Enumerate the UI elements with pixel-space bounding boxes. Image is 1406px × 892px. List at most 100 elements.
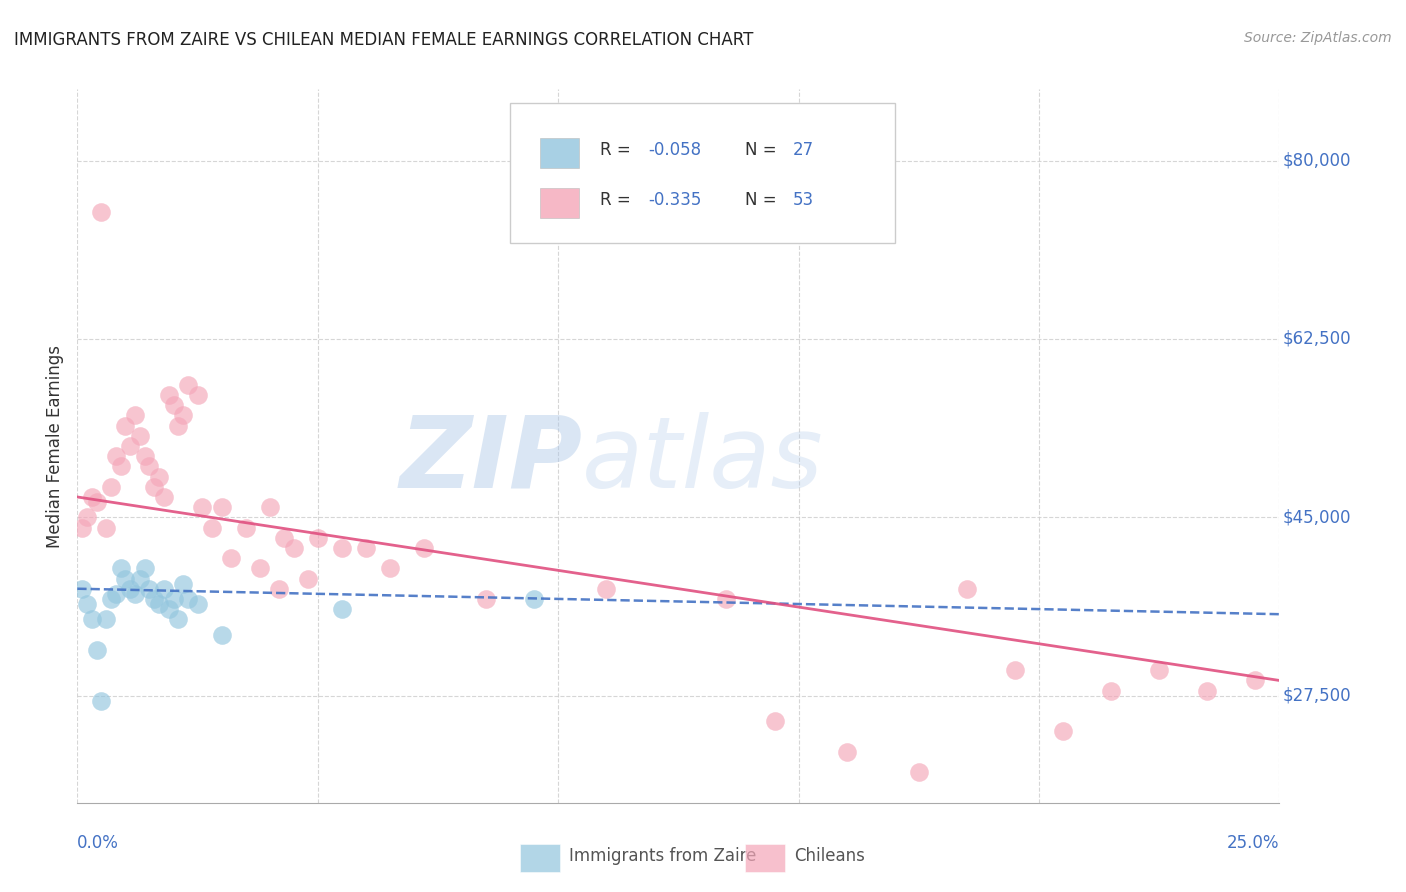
Point bbox=[249, 561, 271, 575]
Point bbox=[138, 459, 160, 474]
Point bbox=[763, 714, 786, 729]
Point bbox=[96, 612, 118, 626]
Point bbox=[110, 561, 132, 575]
Text: R =: R = bbox=[600, 141, 637, 159]
Point bbox=[283, 541, 305, 555]
Point bbox=[86, 643, 108, 657]
Point bbox=[259, 500, 281, 515]
Point bbox=[475, 591, 498, 606]
Point bbox=[138, 582, 160, 596]
Point bbox=[96, 520, 118, 534]
Text: IMMIGRANTS FROM ZAIRE VS CHILEAN MEDIAN FEMALE EARNINGS CORRELATION CHART: IMMIGRANTS FROM ZAIRE VS CHILEAN MEDIAN … bbox=[14, 31, 754, 49]
Text: Source: ZipAtlas.com: Source: ZipAtlas.com bbox=[1244, 31, 1392, 45]
Point bbox=[835, 745, 858, 759]
Text: -0.058: -0.058 bbox=[648, 141, 702, 159]
Point bbox=[143, 480, 166, 494]
Point bbox=[110, 459, 132, 474]
Text: 27: 27 bbox=[793, 141, 814, 159]
Point bbox=[1244, 673, 1267, 688]
Point bbox=[177, 377, 200, 392]
Point bbox=[219, 551, 242, 566]
Point bbox=[128, 429, 150, 443]
FancyBboxPatch shape bbox=[510, 103, 894, 243]
Text: 0.0%: 0.0% bbox=[77, 834, 120, 852]
Text: N =: N = bbox=[745, 141, 782, 159]
Text: ZIP: ZIP bbox=[399, 412, 582, 508]
Point bbox=[956, 582, 979, 596]
Point bbox=[167, 612, 190, 626]
Point bbox=[378, 561, 401, 575]
Point bbox=[86, 495, 108, 509]
Point bbox=[186, 597, 209, 611]
Point bbox=[273, 531, 295, 545]
Point bbox=[330, 602, 353, 616]
Point bbox=[211, 500, 233, 515]
Point bbox=[70, 520, 93, 534]
Point bbox=[134, 449, 156, 463]
Text: N =: N = bbox=[745, 191, 782, 209]
Point bbox=[114, 572, 136, 586]
Point bbox=[114, 418, 136, 433]
Point bbox=[157, 388, 180, 402]
Text: Chileans: Chileans bbox=[794, 847, 865, 865]
Text: $27,500: $27,500 bbox=[1282, 687, 1351, 705]
Point bbox=[595, 582, 617, 596]
Text: $80,000: $80,000 bbox=[1282, 152, 1351, 169]
Point bbox=[297, 572, 319, 586]
Text: 53: 53 bbox=[793, 191, 814, 209]
Point bbox=[201, 520, 224, 534]
Point bbox=[1052, 724, 1074, 739]
Point bbox=[211, 627, 233, 641]
Point bbox=[167, 418, 190, 433]
Text: $45,000: $45,000 bbox=[1282, 508, 1351, 526]
Point bbox=[80, 612, 103, 626]
Point bbox=[157, 602, 180, 616]
Point bbox=[153, 582, 176, 596]
Point bbox=[148, 469, 170, 483]
Text: Immigrants from Zaire: Immigrants from Zaire bbox=[569, 847, 756, 865]
Point bbox=[90, 694, 112, 708]
Point bbox=[76, 510, 98, 524]
Point bbox=[307, 531, 329, 545]
Text: $62,500: $62,500 bbox=[1282, 330, 1351, 348]
Point bbox=[104, 449, 127, 463]
Point bbox=[172, 409, 194, 423]
Y-axis label: Median Female Earnings: Median Female Earnings bbox=[46, 344, 65, 548]
Point bbox=[124, 409, 146, 423]
Text: atlas: atlas bbox=[582, 412, 824, 508]
Text: 25.0%: 25.0% bbox=[1227, 834, 1279, 852]
Point bbox=[269, 582, 291, 596]
Point bbox=[120, 582, 142, 596]
Point bbox=[1004, 663, 1026, 677]
Point bbox=[100, 591, 122, 606]
Point bbox=[172, 576, 194, 591]
Point bbox=[186, 388, 209, 402]
Point bbox=[523, 591, 546, 606]
Point bbox=[162, 591, 184, 606]
Point bbox=[1149, 663, 1171, 677]
Point bbox=[908, 765, 931, 780]
Point bbox=[70, 582, 93, 596]
Point bbox=[235, 520, 257, 534]
Point bbox=[153, 490, 176, 504]
Point bbox=[412, 541, 434, 555]
Point bbox=[716, 591, 738, 606]
Point bbox=[134, 561, 156, 575]
Point bbox=[104, 587, 127, 601]
Point bbox=[162, 398, 184, 412]
Point bbox=[1197, 683, 1219, 698]
Point bbox=[1099, 683, 1122, 698]
Point bbox=[80, 490, 103, 504]
Point bbox=[124, 587, 146, 601]
Point bbox=[148, 597, 170, 611]
Point bbox=[191, 500, 214, 515]
Point bbox=[90, 204, 112, 219]
Point bbox=[120, 439, 142, 453]
FancyBboxPatch shape bbox=[540, 188, 579, 218]
Point bbox=[100, 480, 122, 494]
Text: -0.335: -0.335 bbox=[648, 191, 702, 209]
Point bbox=[143, 591, 166, 606]
FancyBboxPatch shape bbox=[540, 138, 579, 168]
Text: R =: R = bbox=[600, 191, 637, 209]
Point bbox=[177, 591, 200, 606]
